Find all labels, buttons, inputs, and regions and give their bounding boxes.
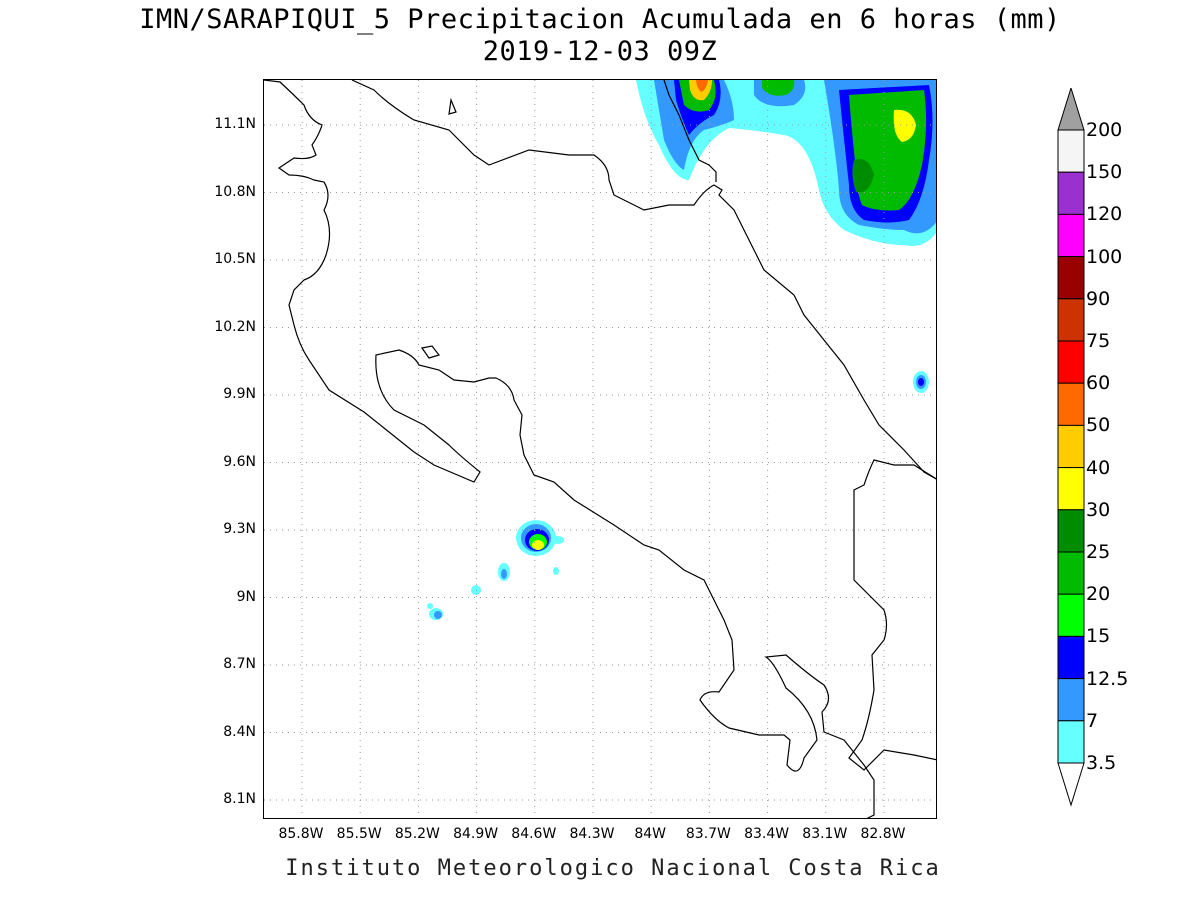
colorbar-level-label: 120 <box>1086 203 1123 226</box>
colorbar-level-label: 3.5 <box>1086 752 1117 774</box>
lat-tick-label: 11.1N <box>214 116 256 132</box>
lon-tick-label: 85.5W <box>336 826 382 842</box>
colorbar-cell <box>1057 213 1085 258</box>
lon-tick-label: 84W <box>634 826 667 842</box>
lat-tick-label: 8.4N <box>223 723 256 740</box>
colorbar-cell <box>1057 635 1085 680</box>
colorbar-cell <box>1057 678 1085 722</box>
colorbar-cell <box>1057 340 1085 384</box>
colorbar-cell <box>1057 551 1085 595</box>
lon-tick-label: 83.1W <box>802 826 848 842</box>
footer-credit: Instituto Meteorologico Nacional Costa R… <box>285 856 941 881</box>
colorbar-level-label: 7 <box>1086 709 1099 732</box>
lat-tick-label: 9N <box>236 588 256 605</box>
lon-tick-label: 85.2W <box>394 826 440 842</box>
colorbar-level-label: 12.5 <box>1086 667 1129 690</box>
colorbar-cell <box>1057 171 1085 215</box>
colorbar <box>1057 88 1085 807</box>
colorbar-level-label: 20 <box>1086 583 1111 606</box>
colorbar-cell <box>1057 720 1085 764</box>
rain-area-central <box>427 520 564 620</box>
colorbar-level-label: 50 <box>1086 414 1111 437</box>
lon-tick-label: 84.9W <box>453 826 499 842</box>
map-panel <box>263 79 937 819</box>
lat-tick-label: 10.5N <box>214 251 256 267</box>
colorbar-top-arrow <box>1057 88 1085 131</box>
colorbar-cell <box>1057 424 1085 469</box>
lon-tick-label: 84.3W <box>569 826 615 842</box>
colorbar-cell <box>1057 256 1085 300</box>
lat-tick-label: 9.9N <box>223 386 256 402</box>
lon-tick-label: 83.7W <box>685 826 731 842</box>
colorbar-cell <box>1057 467 1085 511</box>
lat-tick-label: 8.7N <box>223 656 256 672</box>
colorbar-level-label: 40 <box>1086 456 1111 479</box>
colorbar-level-label: 100 <box>1086 245 1123 268</box>
lon-tick-label: 85.8W <box>278 826 324 842</box>
rain-area-east <box>913 371 929 393</box>
colorbar-bottom-arrow <box>1057 762 1085 807</box>
colorbar-level-label: 25 <box>1086 541 1111 563</box>
lat-tick-label: 8.1N <box>223 791 256 807</box>
rain-area-northeast <box>636 80 936 246</box>
colorbar-level-label: 30 <box>1086 498 1111 521</box>
lon-tick-label: 83.4W <box>744 826 790 842</box>
colorbar-level-label: 15 <box>1086 625 1111 648</box>
colorbar-cell <box>1057 382 1085 426</box>
coastline <box>264 80 936 818</box>
colorbar-cell <box>1057 593 1085 637</box>
lat-tick-label: 10.2N <box>214 318 256 335</box>
colorbar-level-label: 200 <box>1086 119 1123 141</box>
colorbar-cell <box>1057 298 1085 342</box>
colorbar-level-label: 60 <box>1086 372 1111 395</box>
colorbar-cell <box>1057 129 1085 173</box>
map-grid <box>264 80 936 818</box>
lon-tick-label: 84.6W <box>511 826 557 842</box>
precipitation-map <box>264 80 936 818</box>
chart-date: 2019-12-03 09Z <box>482 36 718 67</box>
colorbar-level-label: 150 <box>1086 161 1123 184</box>
colorbar-level-label: 75 <box>1086 330 1111 352</box>
lat-tick-label: 9.3N <box>223 521 256 537</box>
lat-tick-label: 10.8N <box>214 183 256 200</box>
chart-title: IMN/SARAPIQUI_5 Precipitacion Acumulada … <box>139 4 1061 35</box>
lat-tick-label: 9.6N <box>223 453 256 470</box>
colorbar-level-label: 90 <box>1086 287 1111 310</box>
lon-tick-label: 82.8W <box>860 826 906 842</box>
colorbar-cell <box>1057 509 1085 553</box>
